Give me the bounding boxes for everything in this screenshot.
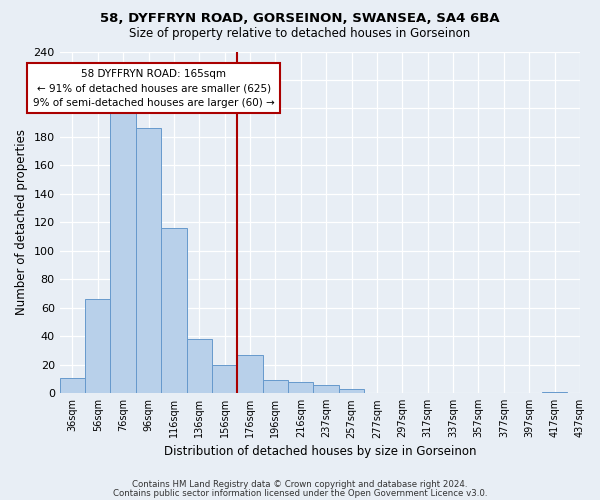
Bar xyxy=(339,389,364,393)
Bar xyxy=(136,128,161,393)
Bar xyxy=(187,339,212,393)
Text: Contains HM Land Registry data © Crown copyright and database right 2024.: Contains HM Land Registry data © Crown c… xyxy=(132,480,468,489)
Text: 58 DYFFRYN ROAD: 165sqm
← 91% of detached houses are smaller (625)
9% of semi-de: 58 DYFFRYN ROAD: 165sqm ← 91% of detache… xyxy=(33,68,274,108)
Bar xyxy=(85,299,110,393)
Bar xyxy=(313,384,339,393)
Bar xyxy=(542,392,568,393)
Bar xyxy=(161,228,187,393)
Bar xyxy=(263,380,288,393)
Text: 58, DYFFRYN ROAD, GORSEINON, SWANSEA, SA4 6BA: 58, DYFFRYN ROAD, GORSEINON, SWANSEA, SA… xyxy=(100,12,500,26)
Bar xyxy=(288,382,313,393)
Text: Contains public sector information licensed under the Open Government Licence v3: Contains public sector information licen… xyxy=(113,488,487,498)
Bar xyxy=(238,355,263,393)
Bar xyxy=(59,378,85,393)
Bar xyxy=(110,108,136,393)
X-axis label: Distribution of detached houses by size in Gorseinon: Distribution of detached houses by size … xyxy=(164,444,476,458)
Y-axis label: Number of detached properties: Number of detached properties xyxy=(15,130,28,316)
Bar xyxy=(212,364,238,393)
Text: Size of property relative to detached houses in Gorseinon: Size of property relative to detached ho… xyxy=(130,28,470,40)
